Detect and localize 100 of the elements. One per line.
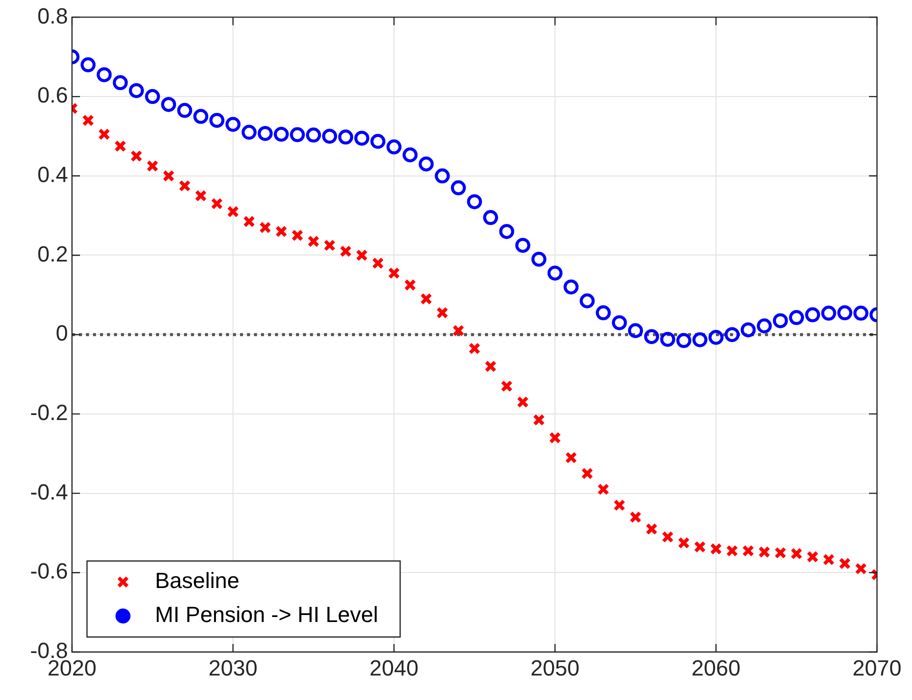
y-tick-label: -0.4 bbox=[30, 479, 68, 504]
point bbox=[726, 544, 738, 557]
point bbox=[372, 257, 384, 270]
point bbox=[580, 293, 595, 308]
y-tick-label: 0.4 bbox=[37, 162, 68, 187]
point bbox=[756, 318, 772, 334]
point bbox=[483, 210, 498, 226]
x-tick-label: 2030 bbox=[208, 655, 258, 680]
point bbox=[854, 562, 867, 575]
point bbox=[564, 279, 579, 294]
point bbox=[274, 126, 289, 142]
point bbox=[98, 128, 110, 140]
y-tick-label: 0 bbox=[56, 320, 68, 346]
point bbox=[612, 315, 627, 330]
point bbox=[80, 57, 96, 72]
y-tick-label: 0.2 bbox=[37, 241, 68, 266]
point bbox=[516, 396, 529, 408]
point bbox=[548, 266, 562, 281]
point bbox=[806, 550, 819, 563]
point bbox=[259, 221, 272, 234]
point bbox=[676, 333, 692, 348]
point bbox=[499, 224, 514, 239]
point bbox=[821, 306, 836, 321]
point bbox=[322, 128, 338, 144]
point bbox=[177, 102, 192, 118]
point bbox=[146, 160, 158, 172]
point bbox=[790, 548, 802, 560]
point bbox=[96, 67, 112, 82]
point bbox=[404, 279, 416, 291]
point bbox=[660, 332, 676, 347]
point bbox=[853, 306, 868, 321]
point bbox=[145, 89, 160, 104]
y-tick-label: 0.8 bbox=[37, 3, 68, 28]
point bbox=[161, 96, 176, 112]
point bbox=[340, 245, 352, 258]
point bbox=[774, 546, 786, 559]
point bbox=[306, 128, 321, 143]
point bbox=[628, 323, 643, 338]
point bbox=[644, 329, 660, 344]
point bbox=[324, 239, 336, 252]
point bbox=[805, 307, 820, 322]
point bbox=[565, 452, 578, 464]
point bbox=[662, 530, 674, 543]
point bbox=[549, 432, 561, 444]
point bbox=[467, 194, 482, 210]
point bbox=[114, 140, 126, 152]
x-tick-label: 2050 bbox=[530, 655, 580, 680]
point bbox=[162, 170, 175, 182]
point bbox=[308, 235, 320, 248]
point bbox=[420, 292, 432, 305]
point bbox=[500, 380, 513, 392]
point bbox=[708, 330, 724, 345]
point bbox=[434, 168, 450, 184]
y-tick-label: -0.2 bbox=[30, 400, 68, 426]
point bbox=[452, 324, 464, 337]
point bbox=[630, 511, 642, 524]
point bbox=[772, 313, 788, 328]
x-tick-label: 2070 bbox=[852, 655, 902, 680]
point bbox=[210, 198, 223, 210]
point bbox=[694, 540, 706, 553]
point bbox=[194, 190, 207, 202]
point bbox=[258, 126, 273, 141]
point bbox=[838, 558, 851, 570]
point bbox=[597, 483, 610, 496]
point bbox=[354, 130, 370, 146]
x-tick-label: 2040 bbox=[370, 655, 418, 680]
point bbox=[436, 306, 448, 319]
point bbox=[388, 267, 400, 280]
point bbox=[178, 180, 191, 192]
point bbox=[758, 546, 770, 558]
point bbox=[112, 75, 128, 90]
point bbox=[596, 305, 611, 320]
legend-label: MI Pension -> HI Level bbox=[155, 602, 378, 628]
point bbox=[710, 542, 722, 555]
point bbox=[418, 156, 434, 172]
point bbox=[581, 467, 594, 480]
point bbox=[402, 147, 418, 162]
point bbox=[209, 112, 224, 128]
point bbox=[291, 229, 304, 242]
point bbox=[532, 414, 545, 426]
point bbox=[290, 127, 305, 142]
point bbox=[837, 305, 852, 320]
point bbox=[450, 180, 466, 196]
point bbox=[130, 150, 142, 162]
point bbox=[275, 225, 288, 238]
point bbox=[692, 332, 708, 348]
point bbox=[742, 544, 754, 557]
point bbox=[740, 322, 756, 338]
point bbox=[242, 124, 257, 140]
point bbox=[678, 536, 690, 549]
point bbox=[646, 523, 658, 535]
point bbox=[484, 360, 497, 372]
point bbox=[724, 327, 740, 342]
point bbox=[531, 252, 546, 267]
point bbox=[789, 310, 804, 326]
point bbox=[356, 249, 368, 262]
point bbox=[82, 114, 94, 126]
point bbox=[370, 134, 386, 149]
point bbox=[386, 139, 402, 154]
point bbox=[515, 238, 530, 253]
